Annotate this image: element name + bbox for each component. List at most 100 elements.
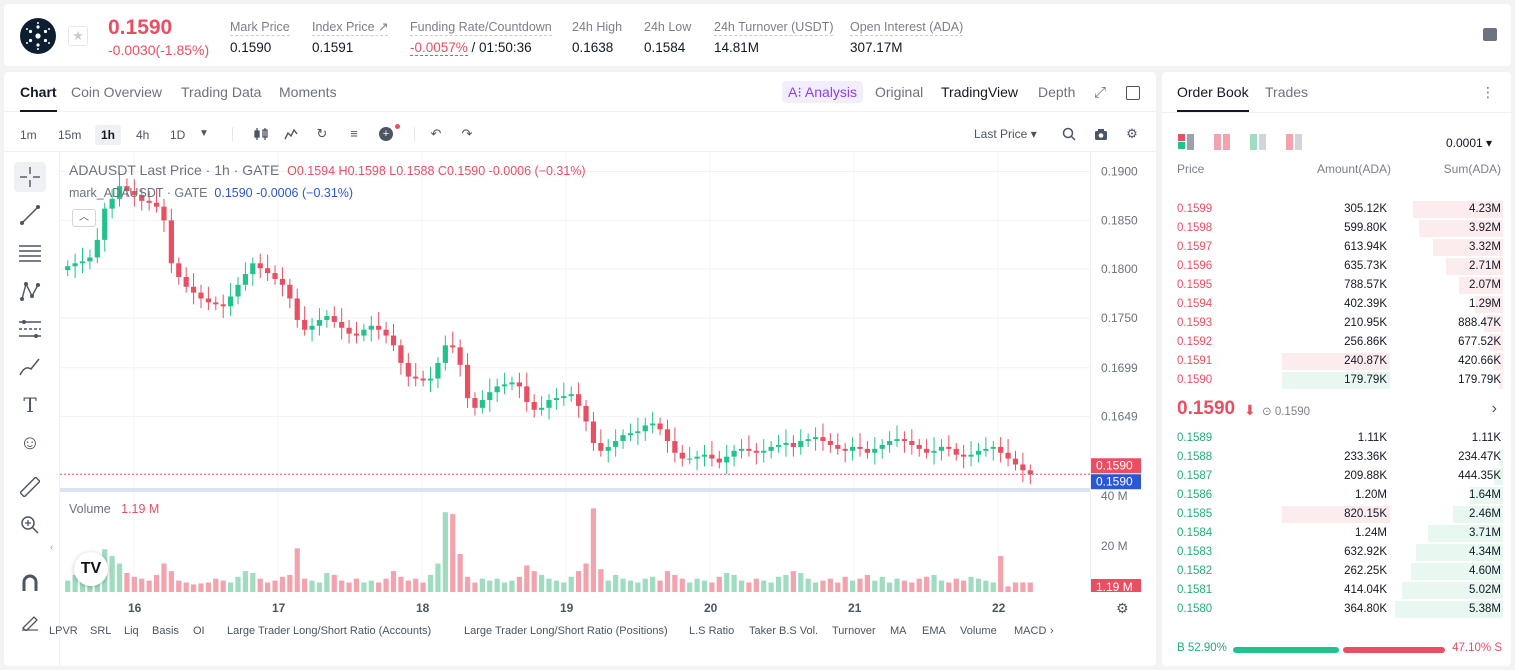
indicator-large-trader-long-short-ratio-accounts-[interactable]: Large Trader Long/Short Ratio (Accounts) [227, 625, 432, 637]
chevron-right-icon[interactable]: › [1050, 625, 1054, 637]
bids-only-icon[interactable] [1250, 134, 1266, 150]
fib-retracement-icon[interactable] [14, 314, 46, 344]
chevron-left-icon[interactable]: ‹ [50, 542, 54, 553]
interval-1h[interactable]: 1h [95, 125, 122, 145]
ask-row[interactable]: 0.1592 256.86K 677.52K [1162, 333, 1511, 352]
asks-alt-icon[interactable] [1286, 134, 1302, 150]
settings-gear-icon[interactable]: ⚙ [1126, 126, 1138, 141]
view-tradingview[interactable]: TradingView [941, 84, 1019, 100]
tradingview-logo-icon[interactable]: TV [74, 552, 108, 586]
bid-row[interactable]: 0.1580 364.80K 5.38M [1162, 600, 1511, 619]
ask-row[interactable]: 0.1596 635.73K 2.71M [1162, 257, 1511, 276]
tab-coin-overview[interactable]: Coin Overview [71, 84, 163, 100]
bid-row[interactable]: 0.1582 262.25K 4.60M [1162, 562, 1511, 581]
indicator-lpvr[interactable]: LPVR [49, 625, 78, 637]
view-depth[interactable]: Depth [1038, 84, 1076, 100]
time-axis-settings-icon[interactable]: ⚙ [1116, 600, 1129, 616]
horizontal-lines-icon[interactable] [14, 238, 46, 268]
stat-label[interactable]: Open Interest (ADA) [850, 20, 964, 36]
tab-chart[interactable]: Chart [20, 84, 57, 112]
indicator-oi[interactable]: OI [193, 625, 205, 637]
replay-icon[interactable]: ↻ [316, 126, 328, 141]
candlestick-chart[interactable] [60, 152, 1090, 592]
emoji-icon[interactable]: ☺ [19, 432, 41, 454]
indicator-srl[interactable]: SRL [90, 625, 112, 637]
undo-icon[interactable]: ↶ [430, 126, 442, 141]
ask-row[interactable]: 0.1594 402.39K 1.29M [1162, 295, 1511, 314]
tab-trading-data[interactable]: Trading Data [181, 84, 262, 100]
redo-icon[interactable]: ↷ [461, 126, 473, 141]
indicator-large-trader-long-short-ratio-positions-[interactable]: Large Trader Long/Short Ratio (Positions… [464, 625, 668, 637]
stat-label[interactable]: Index Price ↗ [312, 20, 389, 36]
ruler-icon[interactable] [14, 472, 46, 502]
indicator-l-s-ratio[interactable]: L.S Ratio [689, 625, 735, 637]
ask-row[interactable]: 0.1591 240.87K 420.66K [1162, 352, 1511, 371]
tab-moments[interactable]: Moments [279, 84, 337, 100]
divider [1162, 112, 1511, 113]
funding-rate-value[interactable]: -0.0057% [410, 40, 468, 56]
ask-row[interactable]: 0.1597 613.94K 3.32M [1162, 238, 1511, 257]
price-axis[interactable]: 0.1900 0.1850 0.1800 0.1750 0.1699 0.1649 0.15… [1090, 152, 1156, 592]
candles-icon[interactable] [254, 127, 268, 141]
candle-body [598, 442, 604, 451]
indicator-turnover[interactable]: Turnover [832, 625, 876, 637]
ai-analysis-button[interactable]: A⁝ Analysis [782, 81, 864, 103]
bid-row[interactable]: 0.1583 632.92K 4.34M [1162, 543, 1511, 562]
bid-row[interactable]: 0.1581 414.04K 5.02M [1162, 581, 1511, 600]
ask-row[interactable]: 0.1599 305.12K 4.23M [1162, 200, 1511, 219]
bid-row[interactable]: 0.1589 1.11K 1.11K [1162, 429, 1511, 448]
volume-bar [583, 563, 589, 592]
interval-1d[interactable]: 1D [170, 128, 186, 142]
indicators-icon[interactable] [284, 127, 298, 141]
expand-icon[interactable]: ⤢ [1094, 84, 1107, 101]
trend-line-icon[interactable] [14, 200, 46, 230]
more-options-icon[interactable]: ⋮ [1481, 84, 1495, 100]
brush-icon[interactable] [14, 352, 46, 382]
interval-4h[interactable]: 4h [136, 128, 150, 142]
collapse-legend-button[interactable]: ︿ [72, 209, 96, 227]
magnet-icon[interactable] [14, 568, 46, 598]
pencil-lock-icon[interactable] [14, 606, 46, 636]
stat-label[interactable]: Funding Rate/Countdown [410, 20, 552, 36]
stat-label[interactable]: Mark Price [230, 20, 290, 36]
asks-only-icon[interactable] [1214, 134, 1230, 150]
ask-row[interactable]: 0.1595 788.57K 2.07M [1162, 276, 1511, 295]
bid-row[interactable]: 0.1586 1.20M 1.64M [1162, 486, 1511, 505]
bid-row[interactable]: 0.1588 233.36K 234.47K [1162, 448, 1511, 467]
view-original[interactable]: Original [875, 84, 924, 100]
text-tool-icon[interactable]: T [23, 393, 37, 417]
interval-1m[interactable]: 1m [20, 128, 37, 142]
interval-15m[interactable]: 15m [58, 128, 82, 142]
chevron-right-icon[interactable]: › [1491, 400, 1497, 417]
both-sides-icon[interactable] [1178, 134, 1194, 150]
indicator-ema[interactable]: EMA [922, 625, 946, 637]
camera-icon[interactable] [1094, 127, 1108, 141]
crosshair-icon[interactable] [14, 162, 46, 192]
add-alert-icon[interactable]: + [379, 127, 393, 141]
chevron-down-icon[interactable]: ▼ [199, 128, 209, 139]
tab-trades[interactable]: Trades [1265, 84, 1309, 100]
stat-label[interactable]: 24h Turnover (USDT) [714, 20, 834, 36]
ask-row[interactable]: 0.1590 179.79K 179.79K [1162, 371, 1511, 390]
bid-row[interactable]: 0.1587 209.88K 444.35K [1162, 467, 1511, 486]
indicator-macd[interactable]: MACD [1014, 625, 1047, 637]
book-icon[interactable] [1483, 28, 1497, 41]
indicator-taker-b-s-vol-[interactable]: Taker B.S Vol. [749, 625, 819, 637]
indicator-liq[interactable]: Liq [124, 625, 139, 637]
window-icon[interactable] [1126, 86, 1140, 100]
search-icon[interactable] [1062, 127, 1076, 141]
zoom-in-icon[interactable] [14, 510, 46, 540]
templates-icon[interactable]: ≡ [350, 126, 358, 141]
pattern-icon[interactable] [14, 276, 46, 306]
tab-order-book[interactable]: Order Book [1177, 84, 1249, 112]
favorite-star-icon[interactable]: ★ [68, 26, 88, 46]
indicator-volume[interactable]: Volume [960, 625, 997, 637]
bid-row[interactable]: 0.1584 1.24M 3.71M [1162, 524, 1511, 543]
price-type-select[interactable]: Last Price ▾ [974, 127, 1037, 141]
indicator-ma[interactable]: MA [890, 625, 907, 637]
bid-row[interactable]: 0.1585 820.15K 2.46M [1162, 505, 1511, 524]
indicator-basis[interactable]: Basis [152, 625, 179, 637]
ask-row[interactable]: 0.1593 210.95K 888.47K [1162, 314, 1511, 333]
precision-select[interactable]: 0.0001 ▾ [1446, 136, 1493, 150]
ask-row[interactable]: 0.1598 599.80K 3.92M [1162, 219, 1511, 238]
